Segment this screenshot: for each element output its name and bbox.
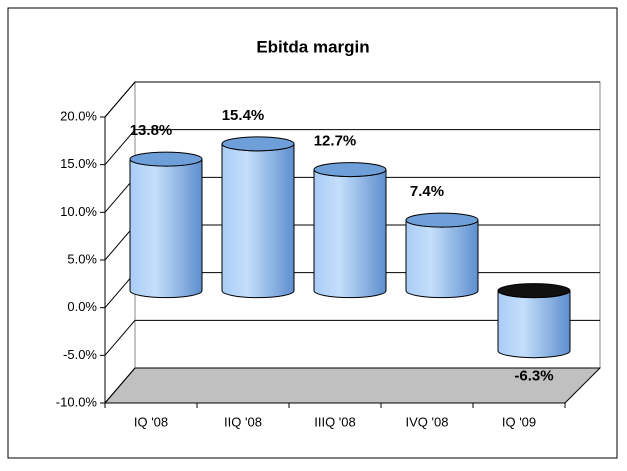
y-tick-label: -5.0%	[63, 347, 97, 362]
bar	[313, 169, 387, 299]
bar	[129, 158, 203, 299]
x-tick-label: IVQ '08	[406, 414, 449, 429]
grid-line	[104, 320, 136, 356]
y-tick-label: 5.0%	[67, 251, 97, 266]
grid-line	[104, 81, 136, 118]
y-tick-label: 0.0%	[67, 299, 97, 314]
bar-top	[405, 212, 479, 228]
y-tick-label: -10.0%	[56, 394, 98, 409]
y-tick-label: 10.0%	[60, 204, 97, 219]
x-tick-label: IIQ '08	[224, 414, 262, 429]
bar-top	[221, 136, 295, 152]
y-tick-label: 15.0%	[60, 156, 97, 171]
chart-title: Ebitda margin	[256, 37, 369, 56]
x-tick-label: IQ '08	[134, 414, 168, 429]
bar	[221, 143, 295, 299]
data-label: 13.8%	[130, 122, 173, 139]
grid-line	[104, 129, 136, 165]
y-tick-label: 20.0%	[60, 108, 97, 123]
bar-top	[129, 151, 203, 167]
bar	[405, 219, 479, 299]
data-label: 15.4%	[222, 107, 265, 124]
x-tick-label: IQ '09	[502, 414, 536, 429]
bar-top	[313, 162, 387, 178]
data-label: -6.3%	[514, 368, 553, 385]
data-label: 7.4%	[410, 183, 444, 200]
grid-line	[104, 367, 136, 404]
bar-top	[497, 283, 571, 299]
x-tick-label: IIIQ '08	[314, 414, 356, 429]
bar	[497, 290, 571, 359]
data-label: 12.7%	[314, 133, 357, 150]
